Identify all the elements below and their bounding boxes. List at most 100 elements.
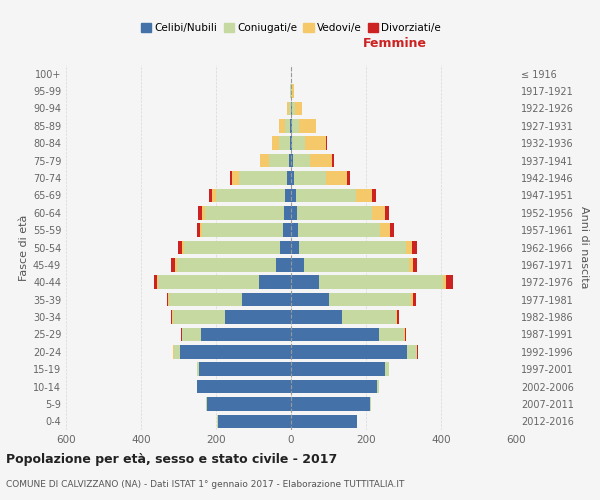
Bar	[272, 136, 278, 150]
Bar	[279, 119, 284, 132]
Bar	[184, 240, 280, 254]
Bar	[287, 171, 291, 185]
Bar	[292, 119, 299, 132]
Bar	[291, 380, 377, 394]
Bar	[291, 276, 319, 289]
Text: Femmine: Femmine	[362, 38, 427, 51]
Bar	[409, 258, 413, 272]
Bar	[276, 258, 291, 272]
Legend: Celibi/Nubili, Coniugati/e, Vedovi/e, Divorziati/e: Celibi/Nubili, Coniugati/e, Vedovi/e, Di…	[137, 19, 445, 38]
Bar	[284, 206, 291, 220]
Bar	[280, 240, 291, 254]
Bar	[291, 206, 296, 220]
Bar	[298, 224, 380, 237]
Bar	[181, 328, 182, 341]
Bar	[443, 276, 446, 289]
Bar	[296, 206, 371, 220]
Bar	[178, 240, 182, 254]
Bar	[290, 119, 291, 132]
Bar	[291, 258, 304, 272]
Bar	[171, 258, 175, 272]
Bar	[291, 397, 370, 410]
Bar	[181, 345, 291, 358]
Bar	[291, 293, 329, 306]
Bar	[412, 240, 418, 254]
Bar	[182, 328, 201, 341]
Bar	[310, 154, 332, 168]
Bar	[356, 414, 358, 428]
Bar	[305, 136, 326, 150]
Bar	[260, 154, 269, 168]
Bar	[299, 240, 406, 254]
Y-axis label: Anni di nascita: Anni di nascita	[579, 206, 589, 289]
Bar	[239, 171, 287, 185]
Bar	[341, 310, 396, 324]
Bar	[291, 224, 298, 237]
Bar	[355, 188, 373, 202]
Bar	[212, 188, 216, 202]
Bar	[385, 206, 389, 220]
Bar	[291, 240, 299, 254]
Bar	[269, 154, 289, 168]
Text: COMUNE DI CALVIZZANO (NA) - Dati ISTAT 1° gennaio 2017 - Elaborazione TUTTITALIA: COMUNE DI CALVIZZANO (NA) - Dati ISTAT 1…	[6, 480, 404, 489]
Bar	[291, 188, 296, 202]
Bar	[379, 328, 404, 341]
Bar	[284, 119, 290, 132]
Bar	[197, 380, 291, 394]
Bar	[347, 171, 349, 185]
Bar	[175, 258, 176, 272]
Bar	[413, 293, 416, 306]
Bar	[172, 310, 173, 324]
Bar	[291, 154, 293, 168]
Bar	[446, 276, 452, 289]
Bar	[167, 293, 169, 306]
Bar	[295, 102, 302, 115]
Bar	[291, 362, 385, 376]
Bar	[396, 310, 397, 324]
Bar	[373, 188, 376, 202]
Bar	[291, 171, 294, 185]
Bar	[289, 102, 291, 115]
Bar	[232, 171, 239, 185]
Bar	[406, 240, 412, 254]
Bar	[287, 102, 289, 115]
Bar	[404, 328, 406, 341]
Y-axis label: Fasce di età: Fasce di età	[19, 214, 29, 280]
Bar	[291, 345, 407, 358]
Bar	[201, 328, 291, 341]
Bar	[202, 224, 283, 237]
Bar	[304, 258, 409, 272]
Bar	[157, 276, 158, 289]
Bar	[286, 188, 291, 202]
Bar	[226, 310, 291, 324]
Bar	[291, 102, 292, 115]
Bar	[385, 362, 389, 376]
Bar	[290, 84, 291, 98]
Bar	[377, 380, 379, 394]
Bar	[218, 414, 291, 428]
Text: Popolazione per età, sesso e stato civile - 2017: Popolazione per età, sesso e stato civil…	[6, 452, 337, 466]
Bar	[291, 84, 292, 98]
Bar	[291, 414, 356, 428]
Bar	[407, 345, 416, 358]
Bar	[397, 310, 399, 324]
Bar	[293, 154, 310, 168]
Bar	[370, 397, 371, 410]
Bar	[171, 310, 172, 324]
Bar	[242, 293, 291, 306]
Bar	[291, 136, 292, 150]
Bar	[200, 224, 202, 237]
Bar	[292, 102, 295, 115]
Bar	[290, 136, 291, 150]
Bar	[217, 414, 218, 428]
Bar	[389, 224, 394, 237]
Bar	[169, 293, 242, 306]
Bar	[296, 188, 355, 202]
Bar	[329, 293, 411, 306]
Bar	[154, 276, 157, 289]
Bar	[209, 188, 212, 202]
Bar	[197, 362, 199, 376]
Bar	[326, 171, 347, 185]
Bar	[216, 188, 286, 202]
Bar	[283, 224, 291, 237]
